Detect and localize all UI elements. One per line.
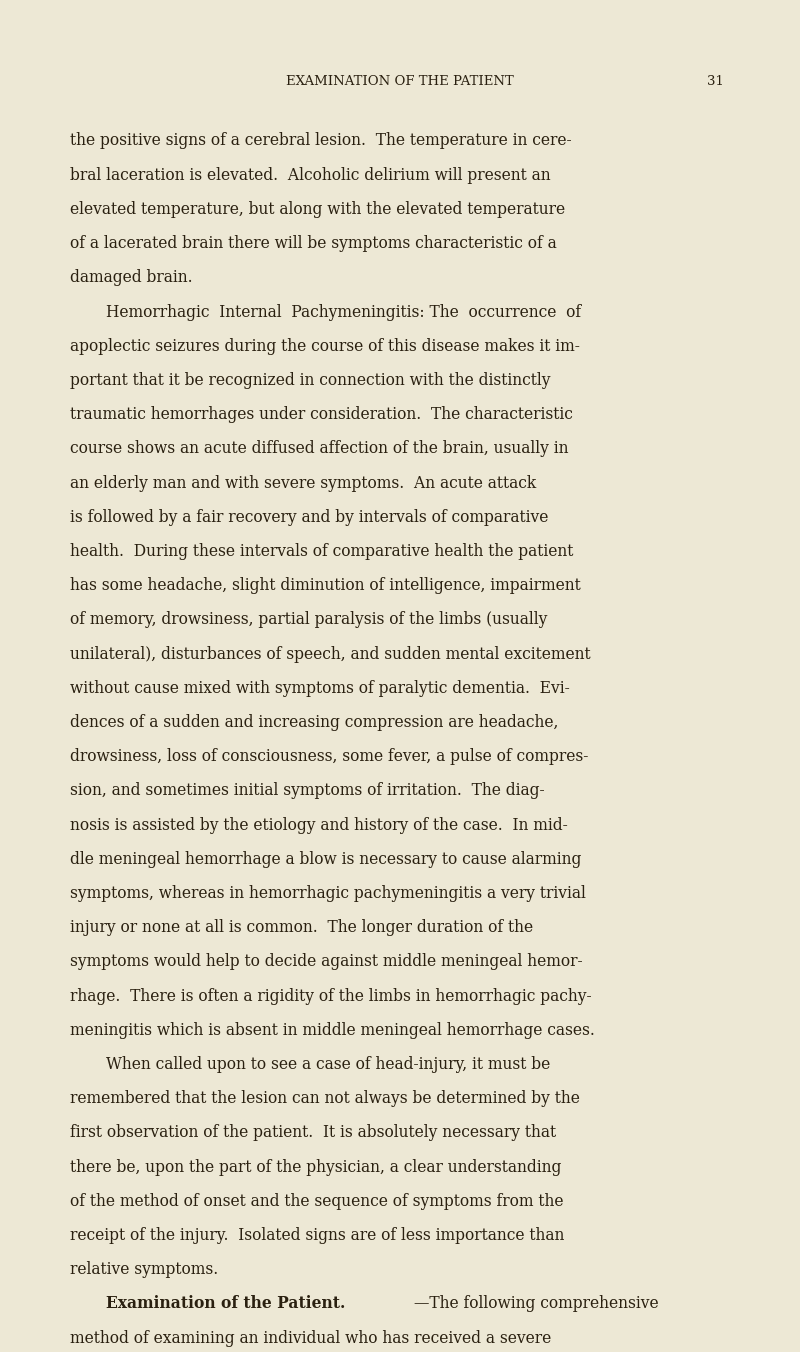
Text: remembered that the lesion can not always be determined by the: remembered that the lesion can not alway…	[70, 1090, 580, 1107]
Text: EXAMINATION OF THE PATIENT: EXAMINATION OF THE PATIENT	[286, 76, 514, 88]
Text: rhage.  There is often a rigidity of the limbs in hemorrhagic pachy-: rhage. There is often a rigidity of the …	[70, 987, 592, 1005]
Text: of the method of onset and the sequence of symptoms from the: of the method of onset and the sequence …	[70, 1192, 564, 1210]
Text: method of examining an individual who has received a severe: method of examining an individual who ha…	[70, 1329, 552, 1347]
Text: apoplectic seizures during the course of this disease makes it im-: apoplectic seizures during the course of…	[70, 338, 580, 354]
Text: sion, and sometimes initial symptoms of irritation.  The diag-: sion, and sometimes initial symptoms of …	[70, 783, 545, 799]
Text: —The following comprehensive: —The following comprehensive	[414, 1295, 659, 1313]
Text: meningitis which is absent in middle meningeal hemorrhage cases.: meningitis which is absent in middle men…	[70, 1022, 595, 1038]
Text: bral laceration is elevated.  Alcoholic delirium will present an: bral laceration is elevated. Alcoholic d…	[70, 166, 551, 184]
Text: health.  During these intervals of comparative health the patient: health. During these intervals of compar…	[70, 544, 574, 560]
Text: damaged brain.: damaged brain.	[70, 269, 193, 287]
Text: of a lacerated brain there will be symptoms characteristic of a: of a lacerated brain there will be sympt…	[70, 235, 557, 251]
Text: Examination of the Patient.: Examination of the Patient.	[106, 1295, 345, 1313]
Text: dle meningeal hemorrhage a blow is necessary to cause alarming: dle meningeal hemorrhage a blow is neces…	[70, 850, 582, 868]
Text: traumatic hemorrhages under consideration.  The characteristic: traumatic hemorrhages under consideratio…	[70, 406, 574, 423]
Text: unilateral), disturbances of speech, and sudden mental excitement: unilateral), disturbances of speech, and…	[70, 645, 591, 662]
Text: receipt of the injury.  Isolated signs are of less importance than: receipt of the injury. Isolated signs ar…	[70, 1228, 565, 1244]
Text: the positive signs of a cerebral lesion.  The temperature in cere-: the positive signs of a cerebral lesion.…	[70, 132, 572, 150]
Text: first observation of the patient.  It is absolutely necessary that: first observation of the patient. It is …	[70, 1125, 557, 1141]
Text: relative symptoms.: relative symptoms.	[70, 1261, 218, 1278]
Text: an elderly man and with severe symptoms.  An acute attack: an elderly man and with severe symptoms.…	[70, 475, 537, 492]
Text: dences of a sudden and increasing compression are headache,: dences of a sudden and increasing compre…	[70, 714, 558, 731]
Text: symptoms, whereas in hemorrhagic pachymeningitis a very trivial: symptoms, whereas in hemorrhagic pachyme…	[70, 886, 586, 902]
Text: symptoms would help to decide against middle meningeal hemor-: symptoms would help to decide against mi…	[70, 953, 583, 971]
Text: without cause mixed with symptoms of paralytic dementia.  Evi-: without cause mixed with symptoms of par…	[70, 680, 570, 696]
Text: there be, upon the part of the physician, a clear understanding: there be, upon the part of the physician…	[70, 1159, 562, 1176]
Text: nosis is assisted by the etiology and history of the case.  In mid-: nosis is assisted by the etiology and hi…	[70, 817, 568, 834]
Text: drowsiness, loss of consciousness, some fever, a pulse of compres-: drowsiness, loss of consciousness, some …	[70, 748, 589, 765]
Text: of memory, drowsiness, partial paralysis of the limbs (usually: of memory, drowsiness, partial paralysis…	[70, 611, 548, 629]
Text: is followed by a fair recovery and by intervals of comparative: is followed by a fair recovery and by in…	[70, 508, 549, 526]
Text: 31: 31	[707, 76, 724, 88]
Text: When called upon to see a case of head-injury, it must be: When called upon to see a case of head-i…	[106, 1056, 550, 1073]
Text: portant that it be recognized in connection with the distinctly: portant that it be recognized in connect…	[70, 372, 551, 389]
Text: injury or none at all is common.  The longer duration of the: injury or none at all is common. The lon…	[70, 919, 534, 936]
Text: Hemorrhagic  Internal  Pachymeningitis: The  occurrence  of: Hemorrhagic Internal Pachymeningitis: Th…	[106, 303, 581, 320]
Text: has some headache, slight diminution of intelligence, impairment: has some headache, slight diminution of …	[70, 577, 581, 594]
Text: elevated temperature, but along with the elevated temperature: elevated temperature, but along with the…	[70, 201, 566, 218]
Text: course shows an acute diffused affection of the brain, usually in: course shows an acute diffused affection…	[70, 441, 569, 457]
